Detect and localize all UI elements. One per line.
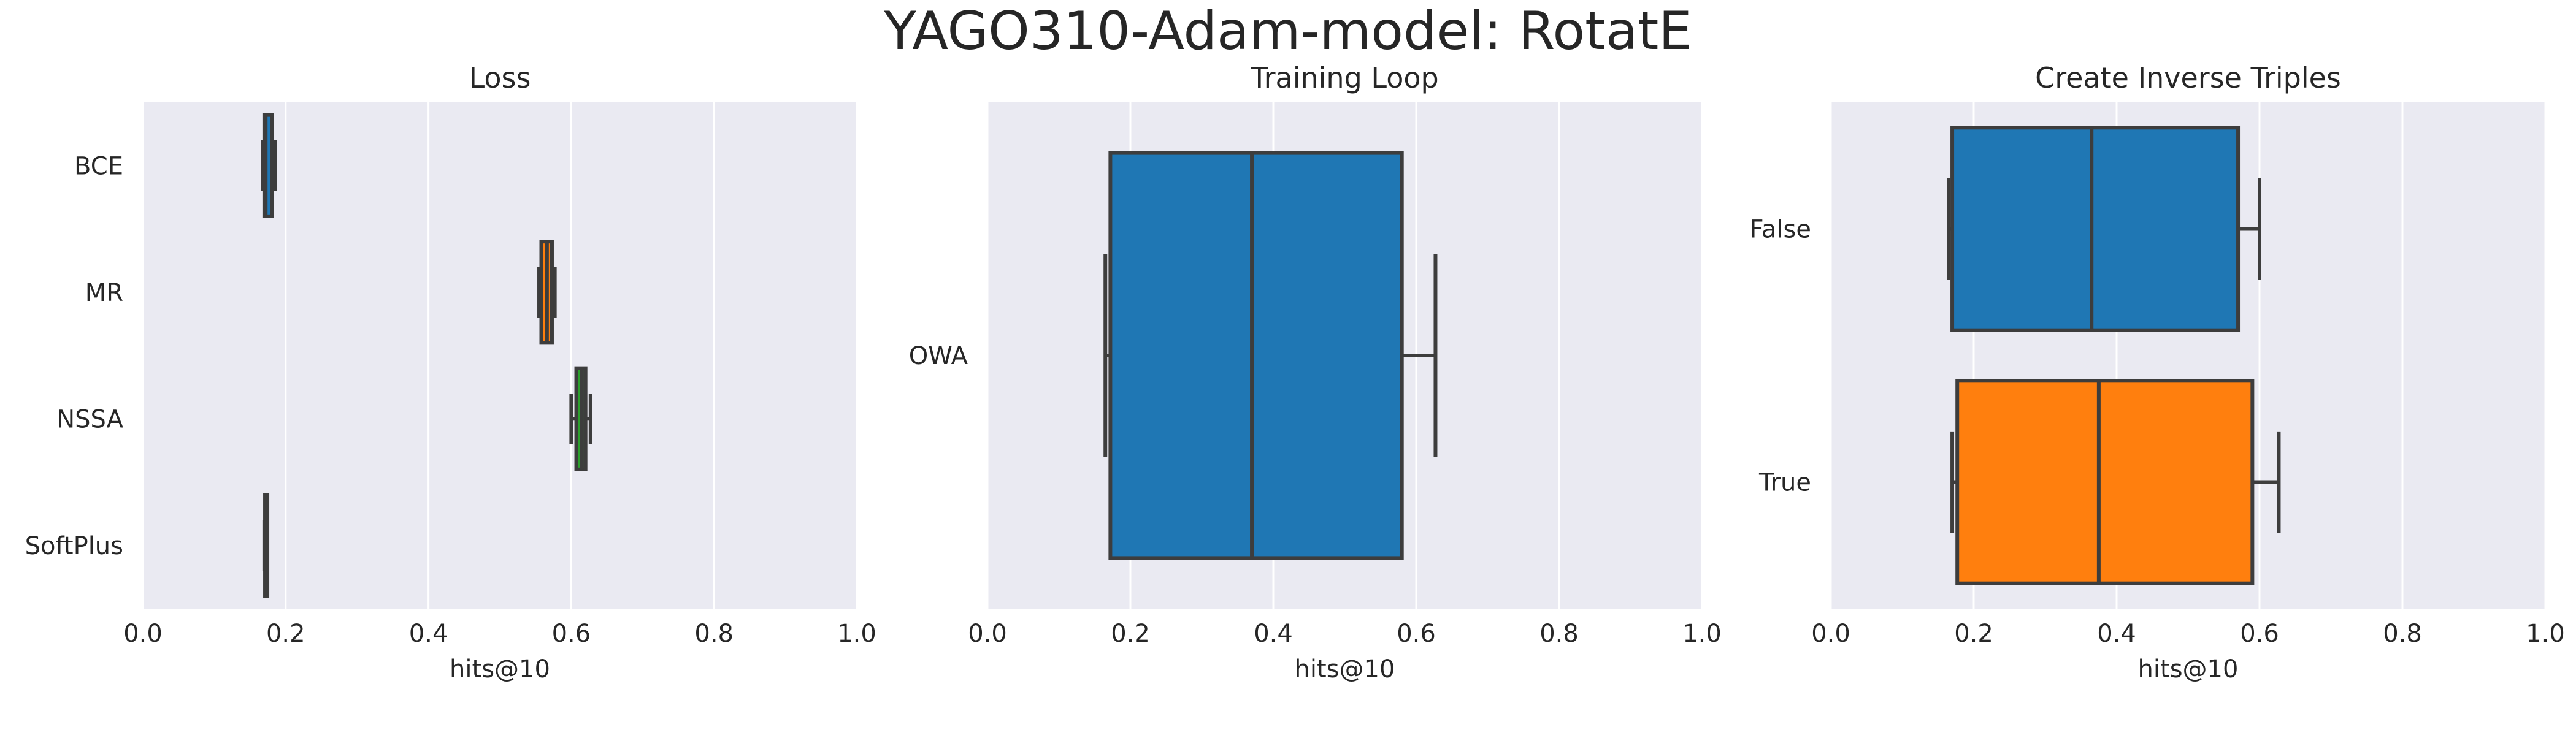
y-tick-label: False xyxy=(1750,216,1811,244)
subplot-2: 0.0 0.2 0.4 0.6 0.8 1.0 Training Loop hits@10 OW… xyxy=(909,61,1722,683)
x-tick-label: 0.0 xyxy=(1811,620,1850,648)
x-tick-label: 0.4 xyxy=(409,620,448,648)
x-tick-label: 0.8 xyxy=(1539,620,1579,648)
box-softplus: SoftPlus xyxy=(25,493,270,598)
y-tick-label: NSSA xyxy=(56,405,123,433)
box-nssa: NSSA xyxy=(56,366,592,471)
x-tick-label: 1.0 xyxy=(1682,620,1722,648)
box-true: True xyxy=(1758,379,2281,585)
y-tick-label: BCE xyxy=(74,152,123,180)
x-tick-label: 0.8 xyxy=(694,620,734,648)
x-tick-label: 0.2 xyxy=(266,620,305,648)
box-bce: BCE xyxy=(74,113,277,218)
box-iqr xyxy=(1950,126,2241,332)
box-false: False xyxy=(1750,126,2261,332)
subplot-title: Training Loop xyxy=(1250,61,1438,94)
subplot-title: Create Inverse Triples xyxy=(2035,61,2341,94)
box-owa: OWA xyxy=(909,151,1438,560)
box-iqr xyxy=(1108,151,1404,560)
x-axis-label: hits@10 xyxy=(1295,655,1395,683)
x-tick-label: 0.2 xyxy=(1954,620,1993,648)
x-tick-label: 0.6 xyxy=(2240,620,2279,648)
x-tick-label: 1.0 xyxy=(837,620,876,648)
x-tick-label: 0.0 xyxy=(123,620,163,648)
x-tick-label: 0.6 xyxy=(552,620,591,648)
subplot-1: 0.0 0.2 0.4 0.6 0.8 1.0 Loss hits@10 BCE MR NSSA So… xyxy=(25,61,876,683)
x-tick-label: 0.6 xyxy=(1397,620,1436,648)
figure-title: YAGO310-Adam-model: RotatE xyxy=(883,1,1692,62)
x-tick-label: 0.0 xyxy=(968,620,1007,648)
y-tick-label: MR xyxy=(85,279,123,307)
box-iqr xyxy=(1955,379,2255,585)
x-axis-label: hits@10 xyxy=(2138,655,2239,683)
x-tick-label: 0.8 xyxy=(2383,620,2422,648)
y-tick-label: True xyxy=(1758,469,1811,497)
subplot-title: Loss xyxy=(469,61,531,94)
x-axis-label: hits@10 xyxy=(450,655,550,683)
y-tick-label: SoftPlus xyxy=(25,532,123,560)
subplot-3: 0.0 0.2 0.4 0.6 0.8 1.0 Create Inverse Triples… xyxy=(1750,61,2565,683)
x-tick-label: 0.4 xyxy=(1254,620,1293,648)
box-mr: MR xyxy=(85,240,557,345)
x-tick-label: 0.2 xyxy=(1111,620,1150,648)
y-tick-label: OWA xyxy=(909,342,968,370)
x-tick-label: 1.0 xyxy=(2526,620,2565,648)
plot-area xyxy=(143,102,857,609)
x-tick-label: 0.4 xyxy=(2097,620,2136,648)
